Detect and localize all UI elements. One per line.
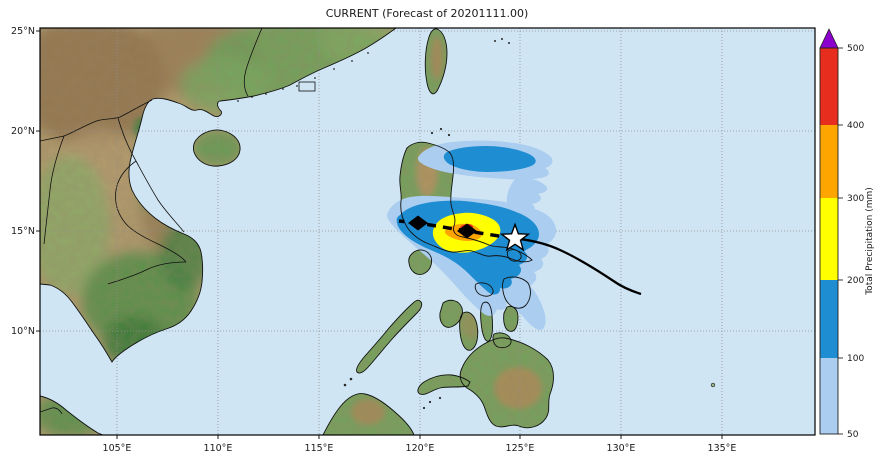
lat-tick-label: 10°N	[11, 326, 35, 337]
small-islets	[237, 38, 510, 410]
lon-tick-label: 110°E	[204, 443, 233, 454]
lat-tick-label: 25°N	[11, 26, 35, 37]
lat-tick-label: 15°N	[11, 226, 35, 237]
gridlines	[40, 28, 815, 435]
forecast-diamond-marker	[457, 223, 477, 239]
lat-tick-label: 20°N	[11, 126, 35, 137]
plot-frame	[39, 27, 816, 436]
colorbar: 50 100 200 300 400 500 Total Precipitati…	[819, 28, 875, 440]
country-borders	[40, 28, 263, 415]
lon-tick-label: 115°E	[305, 443, 334, 454]
colorbar-axis-label: Total Precipitation (mm)	[865, 187, 875, 296]
lon-tick-label: 130°E	[607, 443, 636, 454]
map-plot	[40, 28, 815, 435]
lon-tick-label: 135°E	[708, 443, 737, 454]
past-track-line	[514, 237, 642, 296]
forecast-track-line	[398, 219, 516, 241]
colorbar-tick-label: 50	[847, 430, 859, 440]
plot-title: CURRENT (Forecast of 20201111.00)	[326, 7, 529, 20]
coastlines	[40, 28, 554, 435]
colorbar-tick-label: 500	[847, 44, 864, 54]
lon-tick-label: 120°E	[406, 443, 435, 454]
palau-islet	[710, 382, 716, 388]
colorbar-tick-label: 300	[847, 194, 864, 204]
axis-ticks	[36, 30, 723, 439]
current-position-star-marker	[499, 222, 531, 252]
colorbar-tick-label: 100	[847, 354, 864, 364]
colorbar-tick-label: 200	[847, 276, 864, 286]
forecast-diamond-marker	[408, 215, 428, 231]
colorbar-over-arrow	[819, 28, 839, 49]
lon-tick-label: 105°E	[103, 443, 132, 454]
colorbar-tick-label: 400	[847, 121, 864, 131]
lon-tick-label: 125°E	[506, 443, 535, 454]
hong-kong-box	[298, 81, 316, 92]
